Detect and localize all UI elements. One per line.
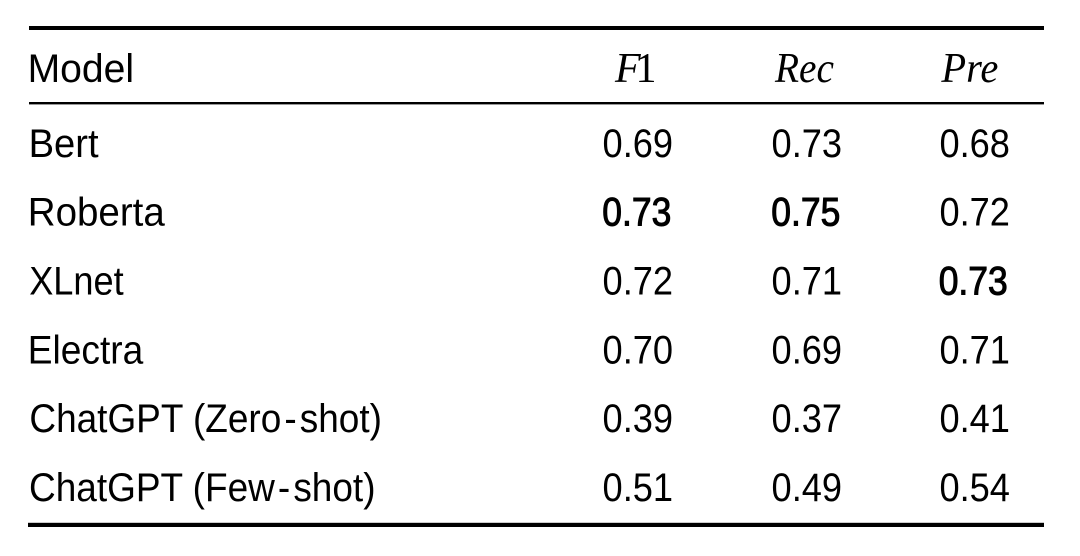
svg-text:0.54: 0.54 [939,466,1010,510]
svg-text:0.70: 0.70 [603,328,674,372]
svg-text:Pre: Pre [940,46,998,92]
svg-text:Bert: Bert [29,122,99,166]
svg-text:F: F [614,46,641,92]
svg-text:1: 1 [636,46,657,92]
svg-text:0.73: 0.73 [602,191,671,235]
svg-text:Roberta: Roberta [28,191,166,235]
svg-text:Model: Model [28,47,135,91]
svg-text:0.69: 0.69 [603,122,674,166]
svg-text:0.71: 0.71 [939,328,1010,372]
svg-text:0.39: 0.39 [603,397,674,441]
svg-text:0.72: 0.72 [939,191,1010,235]
svg-text:0.75: 0.75 [771,191,840,235]
svg-text:ChatGPT (Few - shot): ChatGPT (Few - shot) [29,466,376,510]
svg-text:0.73: 0.73 [772,122,843,166]
svg-text:XLnet: XLnet [29,260,124,304]
svg-text:0.51: 0.51 [603,466,674,510]
svg-text:0.72: 0.72 [603,260,674,304]
svg-text:0.41: 0.41 [939,397,1010,441]
svg-text:Rec: Rec [774,46,834,92]
svg-text:0.37: 0.37 [772,397,843,441]
svg-text:0.68: 0.68 [939,122,1010,166]
svg-text:0.73: 0.73 [939,260,1008,304]
svg-text:0.71: 0.71 [772,260,843,304]
svg-text:Electra: Electra [28,328,144,372]
svg-text:0.49: 0.49 [772,466,843,510]
svg-text:ChatGPT (Zero - shot): ChatGPT (Zero - shot) [29,397,382,441]
svg-text:0.69: 0.69 [772,328,843,372]
